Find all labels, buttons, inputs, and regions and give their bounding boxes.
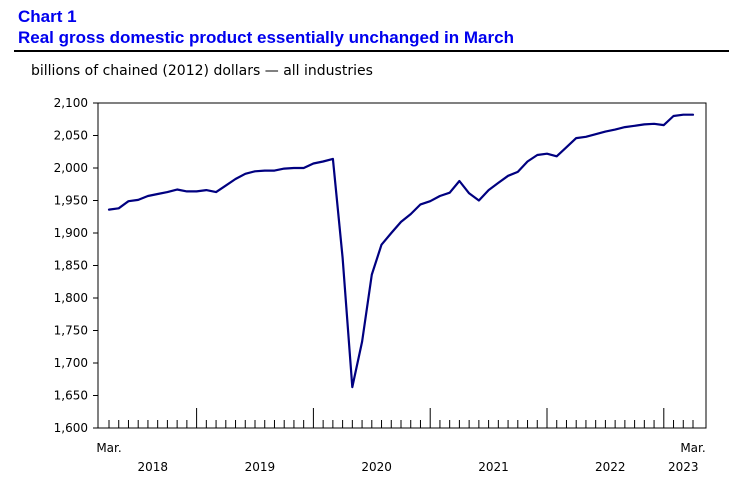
x-year-label: 2023 (668, 460, 699, 474)
plot-frame (97, 102, 707, 429)
chart-number: Chart 1 (18, 7, 77, 26)
y-tick-label: 1,950 (54, 194, 88, 208)
y-tick-label: 2,100 (54, 96, 88, 110)
y-tick-label: 1,650 (54, 389, 88, 403)
y-tick-label: 1,900 (54, 226, 88, 240)
x-year-label: 2022 (595, 460, 626, 474)
title-divider (14, 50, 729, 52)
y-tick-label: 1,600 (54, 421, 88, 435)
x-end-label: Mar. (680, 441, 705, 455)
x-year-label: 2020 (361, 460, 392, 474)
gdp-series-line (107, 113, 695, 389)
x-start-label: Mar. (96, 441, 121, 455)
x-year-label: 2021 (478, 460, 509, 474)
y-tick-label: 1,700 (54, 356, 88, 370)
y-tick-label: 1,800 (54, 291, 88, 305)
chart-subtitle: billions of chained (2012) dollars — all… (31, 63, 373, 79)
x-year-label: 2018 (138, 460, 169, 474)
chart-header: Chart 1 Real gross domestic product esse… (18, 6, 514, 48)
y-tick-label: 2,000 (54, 161, 88, 175)
y-tick-label: 1,750 (54, 324, 88, 338)
y-tick-label: 2,050 (54, 129, 88, 143)
y-tick-label: 1,850 (54, 259, 88, 273)
chart-title: Real gross domestic product essentially … (18, 28, 514, 47)
x-year-label: 2019 (245, 460, 276, 474)
